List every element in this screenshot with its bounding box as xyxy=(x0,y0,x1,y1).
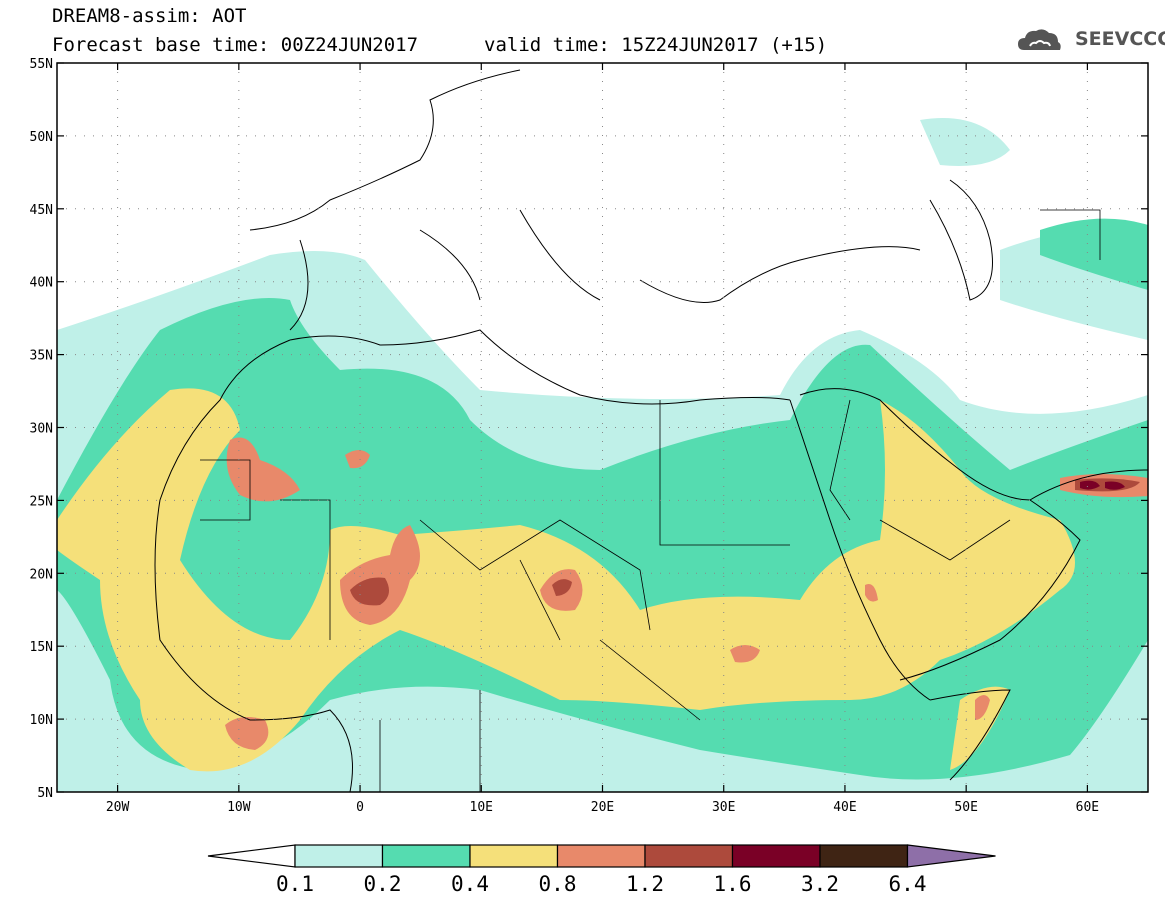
lon-tick-label: 20E xyxy=(591,800,614,815)
lon-tick-label: 10W xyxy=(227,800,251,815)
colorbar-cell xyxy=(819,844,909,868)
lat-tick-label: 45N xyxy=(30,203,53,218)
valid-time: valid time: 15Z24JUN2017 (+15) xyxy=(484,34,828,56)
colorbar-label: 0.1 xyxy=(276,872,314,896)
lon-tick-label: 30E xyxy=(712,800,735,815)
border-lines xyxy=(200,209,1101,792)
lat-tick-label: 5N xyxy=(37,786,53,801)
lat-tick-label: 40N xyxy=(30,276,53,291)
lon-tick-label: 20W xyxy=(106,800,130,815)
lon-tick-label: 40E xyxy=(833,800,856,815)
aot-zone-0.8-sudan xyxy=(730,645,760,663)
aot-zone-1.6-gulf xyxy=(1080,480,1100,490)
aot-zone-0.8-mauritania xyxy=(226,437,300,502)
map-title: DREAM8-assim: AOT xyxy=(52,5,247,27)
aot-zone-0.8-ghana xyxy=(225,716,269,750)
lat-tick-labels: 5N 10N 15N 20N 25N 30N 35N 40N 45N 50N 55N xyxy=(30,57,53,801)
lat-tick-label: 15N xyxy=(30,640,53,655)
aot-zone-1.2-mali xyxy=(350,577,389,606)
colorbar-cell xyxy=(644,844,734,868)
aot-zone-0.8-arabia xyxy=(865,584,878,602)
coast-caspian xyxy=(929,179,993,301)
coast-horn-africa xyxy=(929,689,1011,781)
colorbar-label: 1.6 xyxy=(714,872,752,896)
coast-red-sea xyxy=(789,399,931,701)
aot-zone-0.8-algeria xyxy=(345,450,370,469)
aot-zone-1.2-chad xyxy=(552,579,572,596)
cloud-icon xyxy=(1018,29,1061,50)
coast-africa-west xyxy=(154,339,353,792)
logo-text: SEEVCCC xyxy=(1075,28,1165,50)
lat-tick-label: 20N xyxy=(30,567,53,582)
colorbar-cell xyxy=(469,844,559,868)
lat-tick-label: 50N xyxy=(30,130,53,145)
colorbar-label: 6.4 xyxy=(889,872,927,896)
colorbar-cell xyxy=(294,844,384,868)
colorbar-label: 1.2 xyxy=(626,872,664,896)
colorbar-cell xyxy=(381,844,471,868)
lat-tick-label: 55N xyxy=(30,57,53,72)
aot-zone-0.2-iran xyxy=(1040,218,1148,290)
colorbar-low-triangle xyxy=(207,844,296,868)
colorbar-label: 0.8 xyxy=(539,872,577,896)
lat-tick-label: 35N xyxy=(30,349,53,364)
lon-tick-label: 0 xyxy=(356,800,364,815)
colorbar-cell xyxy=(556,844,646,868)
lon-tick-label: 60E xyxy=(1076,800,1099,815)
lat-tick-label: 30N xyxy=(30,422,53,437)
map-grid xyxy=(57,63,1148,792)
colorbar-high-triangle xyxy=(906,844,996,868)
lat-tick-label: 25N xyxy=(30,494,53,509)
colorbar-cell xyxy=(731,844,821,868)
lat-tick-label: 10N xyxy=(30,713,53,728)
colorbar-label: 0.4 xyxy=(451,872,489,896)
aot-zone-0.4-somalia xyxy=(950,686,1010,770)
forecast-base-time: Forecast base time: 00Z24JUN2017 xyxy=(52,34,419,56)
lon-tick-label: 50E xyxy=(954,800,977,815)
coast-iran xyxy=(1029,469,1148,501)
aot-zone-0.1-north xyxy=(920,118,1010,166)
colorbar-label: 0.2 xyxy=(364,872,402,896)
coast-africa-north xyxy=(289,329,791,405)
aot-zone-0.8-somalia xyxy=(975,695,990,720)
colorbar-label: 3.2 xyxy=(801,872,839,896)
coast-europe xyxy=(249,69,921,331)
lon-tick-label: 10E xyxy=(470,800,493,815)
lon-tick-labels: 20W 10W 0 10E 20E 30E 40E 50E 60E xyxy=(106,800,1099,815)
aot-zone-1.6-gulf-2 xyxy=(1105,481,1125,490)
